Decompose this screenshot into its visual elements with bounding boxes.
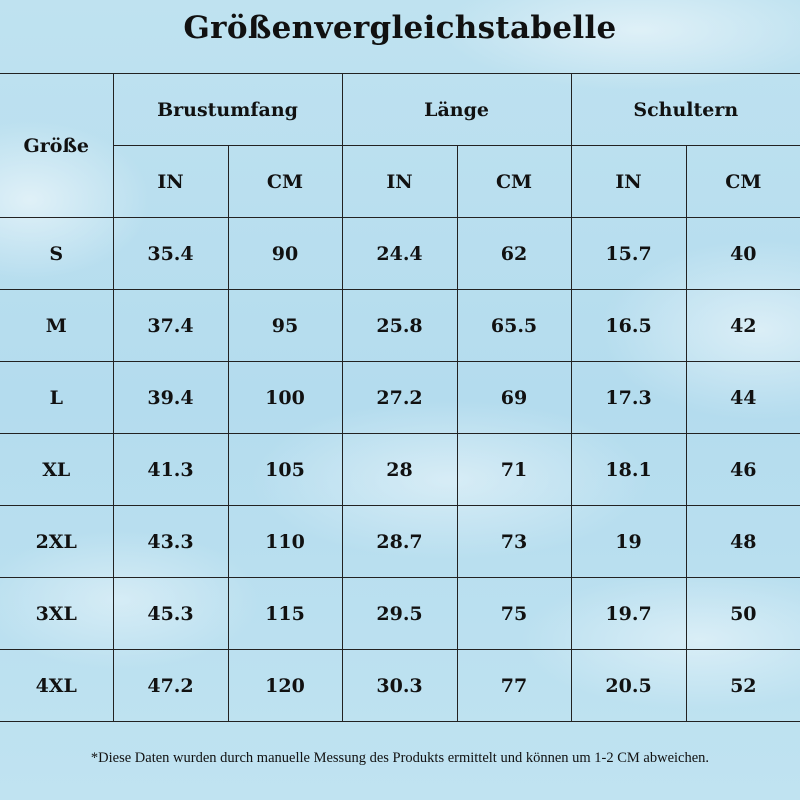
- value-cell: 47.2: [112, 649, 229, 722]
- unit-header: CM: [685, 145, 800, 218]
- value-cell: 29.5: [341, 577, 458, 650]
- table-row: XL 41.3 105 28 71 18.1 46: [0, 433, 800, 506]
- unit-header: IN: [341, 145, 458, 218]
- value-cell: 15.7: [570, 217, 687, 290]
- header-row: Größe Brustumfang Länge Schultern: [0, 73, 800, 218]
- header-shoulders: Schultern: [570, 73, 800, 146]
- value-cell: 24.4: [341, 217, 458, 290]
- value-cell: 19: [570, 505, 687, 578]
- value-cell: 45.3: [112, 577, 229, 650]
- unit-header: CM: [227, 145, 343, 218]
- value-cell: 95: [227, 289, 343, 362]
- value-cell: 48: [685, 505, 800, 578]
- value-cell: 28: [341, 433, 458, 506]
- value-cell: 42: [685, 289, 800, 362]
- table-row: 2XL 43.3 110 28.7 73 19 48: [0, 505, 800, 578]
- size-cell: XL: [0, 433, 114, 506]
- value-cell: 35.4: [112, 217, 229, 290]
- value-cell: 77: [456, 649, 572, 722]
- value-cell: 120: [227, 649, 343, 722]
- value-cell: 28.7: [341, 505, 458, 578]
- unit-row: IN CM IN CM IN CM: [0, 145, 800, 218]
- value-cell: 19.7: [570, 577, 687, 650]
- value-cell: 16.5: [570, 289, 687, 362]
- size-table: Größe Brustumfang Länge Schultern IN CM …: [0, 73, 800, 722]
- table-row: M 37.4 95 25.8 65.5 16.5 42: [0, 289, 800, 362]
- value-cell: 100: [227, 361, 343, 434]
- header-length: Länge: [341, 73, 572, 146]
- value-cell: 46: [685, 433, 800, 506]
- size-cell: 4XL: [0, 649, 114, 722]
- value-cell: 41.3: [112, 433, 229, 506]
- value-cell: 18.1: [570, 433, 687, 506]
- value-cell: 65.5: [456, 289, 572, 362]
- footnote: *Diese Daten wurden durch manuelle Messu…: [90, 750, 710, 766]
- value-cell: 25.8: [341, 289, 458, 362]
- value-cell: 37.4: [112, 289, 229, 362]
- size-cell: S: [0, 217, 114, 290]
- value-cell: 43.3: [112, 505, 229, 578]
- unit-header: IN: [570, 145, 687, 218]
- page-title: Größenvergleichstabelle: [183, 10, 617, 46]
- value-cell: 27.2: [341, 361, 458, 434]
- value-cell: 73: [456, 505, 572, 578]
- value-cell: 39.4: [112, 361, 229, 434]
- header-chest: Brustumfang: [112, 73, 343, 146]
- value-cell: 62: [456, 217, 572, 290]
- size-cell: M: [0, 289, 114, 362]
- value-cell: 105: [227, 433, 343, 506]
- table-row: 4XL 47.2 120 30.3 77 20.5 52: [0, 649, 800, 722]
- table-row: S 35.4 90 24.4 62 15.7 40: [0, 217, 800, 290]
- value-cell: 52: [685, 649, 800, 722]
- value-cell: 115: [227, 577, 343, 650]
- size-cell: 3XL: [0, 577, 114, 650]
- unit-header: CM: [456, 145, 572, 218]
- value-cell: 20.5: [570, 649, 687, 722]
- unit-header: IN: [113, 145, 229, 218]
- value-cell: 44: [685, 361, 800, 434]
- size-cell: L: [0, 361, 114, 434]
- value-cell: 50: [685, 577, 800, 650]
- value-cell: 69: [456, 361, 572, 434]
- value-cell: 75: [456, 577, 572, 650]
- table-row: L 39.4 100 27.2 69 17.3 44: [0, 361, 800, 434]
- value-cell: 71: [456, 433, 572, 506]
- value-cell: 90: [227, 217, 343, 290]
- value-cell: 30.3: [341, 649, 458, 722]
- header-size: Größe: [0, 73, 114, 218]
- size-cell: 2XL: [0, 505, 114, 578]
- table-row: 3XL 45.3 115 29.5 75 19.7 50: [0, 577, 800, 650]
- value-cell: 110: [227, 505, 343, 578]
- value-cell: 40: [685, 217, 800, 290]
- value-cell: 17.3: [570, 361, 687, 434]
